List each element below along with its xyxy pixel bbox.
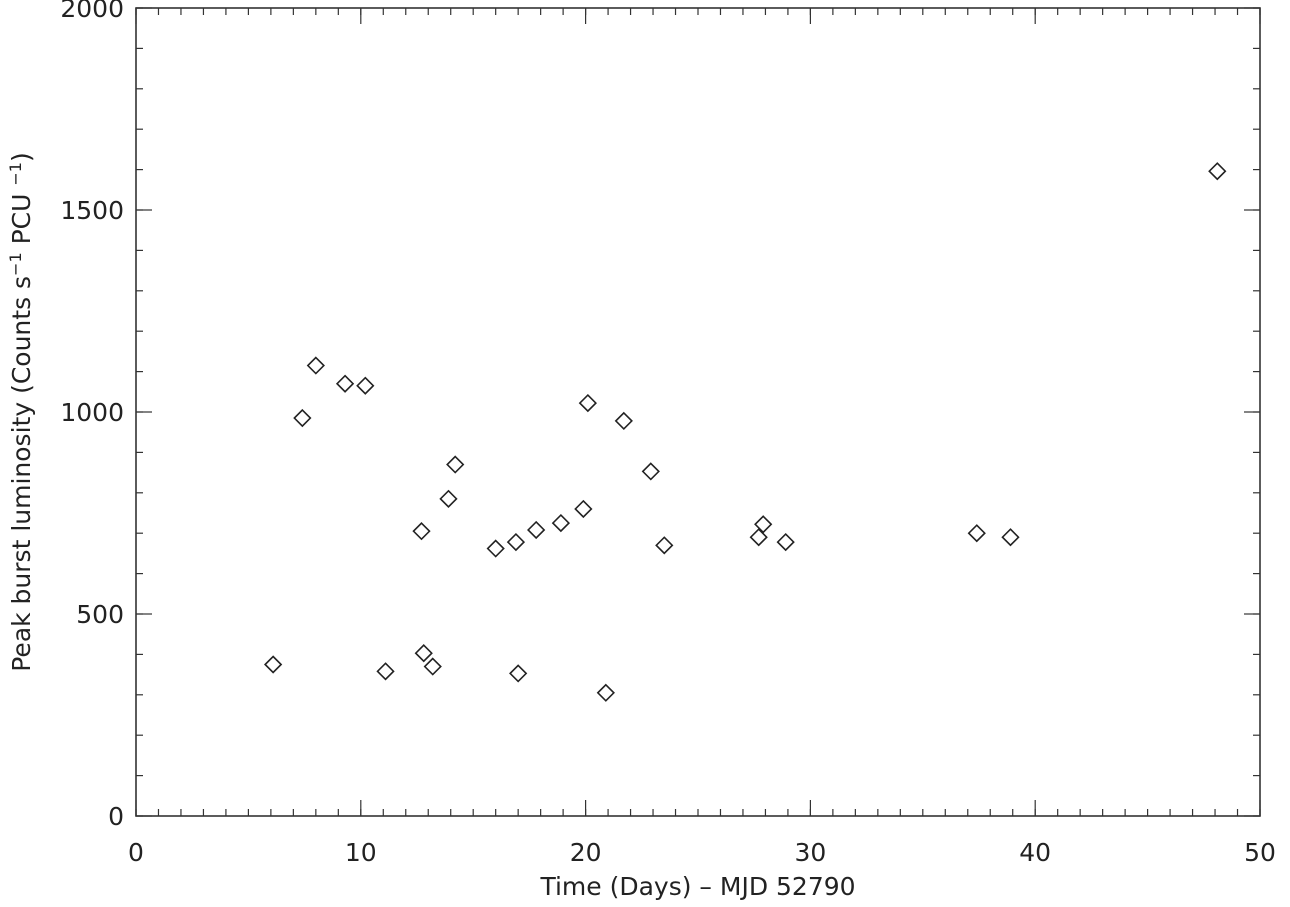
data-point-diamond [446,455,465,474]
data-point-diamond [1208,162,1227,181]
data-point-diamond [1001,528,1020,547]
data-point-diamond [578,393,597,413]
x-tick-label: 30 [794,838,826,867]
data-point-diamond [754,515,773,534]
x-axis-label: Time (Days) – MJD 52790 [539,872,855,901]
data-point-diamond [551,513,571,533]
x-tick-labels: 0 10 20 30 40 50 [128,838,1276,867]
data-point-diamond [967,524,986,543]
y-tick-label: 1500 [60,196,124,225]
y-tick-labels: 0 500 1000 1500 2000 [60,0,124,831]
y-axis-label-mid: PCU [7,186,36,253]
x-tick-label: 10 [345,838,377,867]
data-point-diamond [574,499,593,519]
data-point-diamond [749,528,768,547]
data-point-diamond [356,376,375,395]
data-points [263,162,1227,702]
y-axis-label: Peak burst luminosity (Counts s−1 PCU −1… [6,152,36,672]
data-point-diamond [412,522,431,541]
y-axis-label-sup2: −1 [6,162,25,186]
data-point-diamond [509,664,528,683]
data-point-diamond [263,655,283,674]
data-point-diamond [439,489,458,508]
x-tick-label: 0 [128,838,144,867]
data-point-diamond [306,356,325,375]
y-axis-label-sup1: −1 [6,252,25,276]
y-tick-label: 0 [108,802,124,831]
data-point-diamond [423,657,442,676]
data-point-diamond [776,532,795,552]
y-axis-label-end: ) [7,152,36,162]
data-point-diamond [335,374,355,393]
data-point-diamond [655,536,674,555]
data-point-diamond [641,462,660,481]
data-point-diamond [614,411,633,431]
data-point-diamond [376,662,395,681]
x-tick-label: 50 [1244,838,1276,867]
data-point-diamond [414,644,433,663]
x-tick-label: 20 [570,838,602,867]
y-tick-label: 1000 [60,398,124,427]
data-point-diamond [293,408,312,428]
y-tick-label: 500 [76,600,124,629]
data-point-diamond [506,532,526,552]
plot-frame [135,7,1261,817]
x-tick-label: 40 [1019,838,1051,867]
data-point-diamond [527,520,546,540]
data-point-diamond [596,683,615,702]
y-axis-label-main: Peak burst luminosity (Counts s [7,276,36,672]
data-point-diamond [486,539,505,558]
y-tick-label: 2000 [60,0,124,23]
